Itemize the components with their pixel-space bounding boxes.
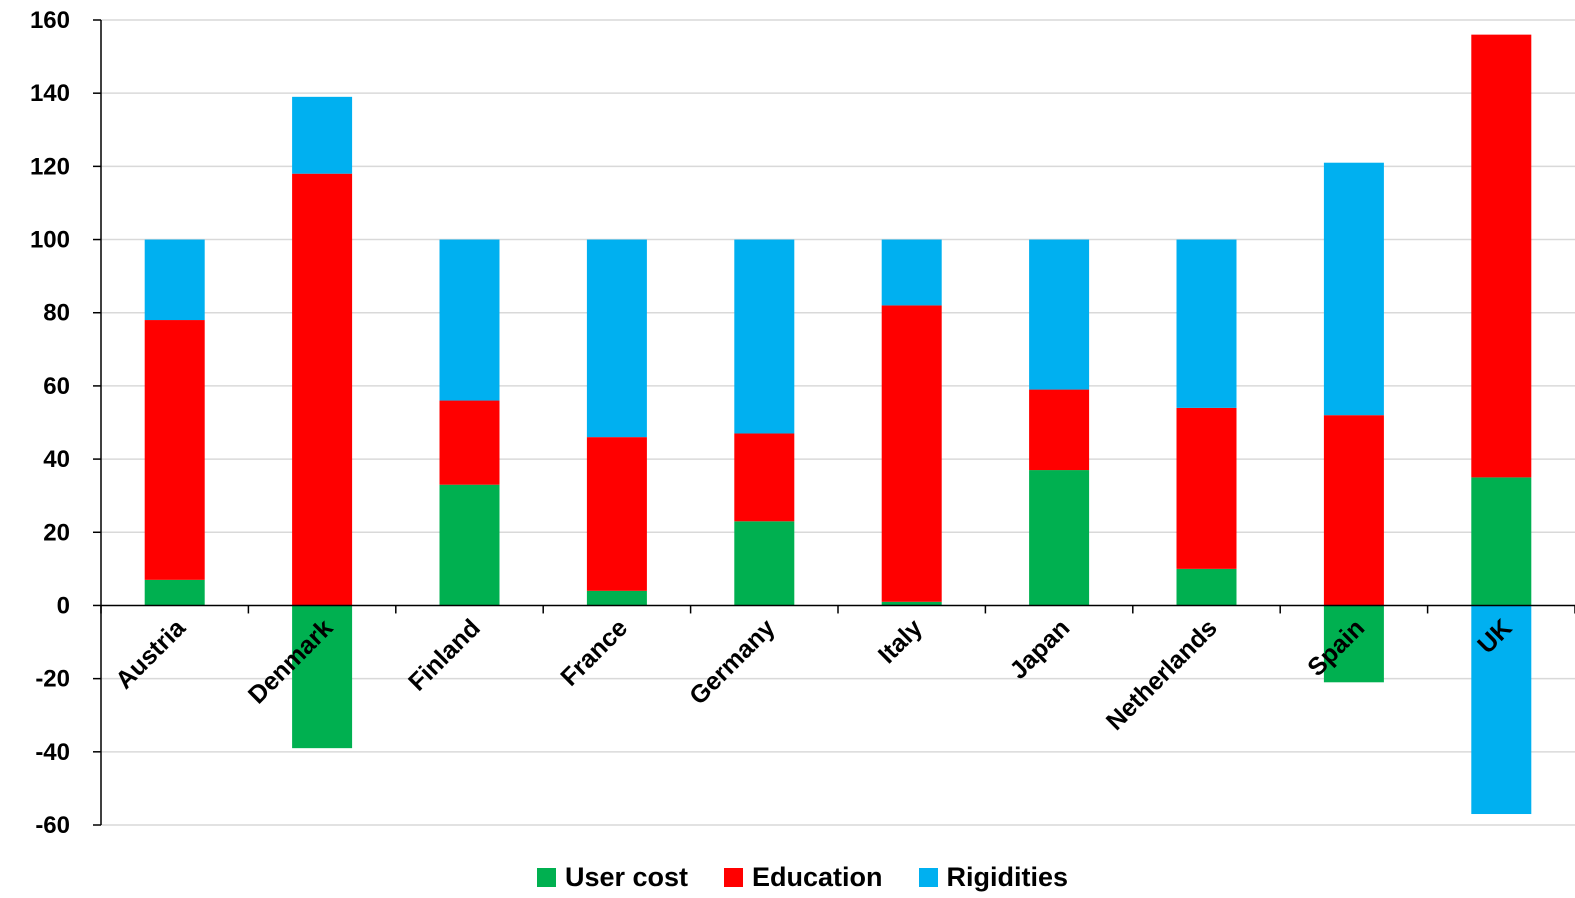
bar-education-austria (144, 320, 205, 580)
y-tick-labels: 160 140 120 100 80 60 40 20 0 -20 -40 -60 (30, 7, 70, 839)
legend-label-education: Education (752, 861, 883, 892)
bars (144, 34, 1532, 815)
bar-education-finland (439, 400, 500, 485)
category-label: Netherlands (1101, 614, 1223, 736)
bar-user-cost-japan (1029, 470, 1090, 606)
y-tick-label: -60 (35, 812, 70, 839)
y-tick-label: 120 (30, 153, 70, 180)
legend-item-user-cost: User cost (536, 861, 689, 893)
bar-rigidities-france (586, 239, 647, 438)
y-tick-label: 100 (30, 227, 70, 254)
bar-rigidities-denmark (292, 96, 353, 174)
category-label: Austria (110, 613, 191, 694)
axes (93, 19, 1575, 826)
bar-user-cost-denmark (292, 605, 353, 749)
bar-education-germany (734, 433, 795, 522)
bar-education-denmark (292, 173, 353, 606)
legend-swatch-education (724, 867, 744, 887)
y-tick-label: 140 (30, 80, 70, 107)
legend-item-rigidities: Rigidities (918, 861, 1069, 893)
legend-label-user-cost: User cost (564, 861, 689, 892)
bar-education-netherlands (1176, 407, 1237, 569)
y-tick-label: 40 (43, 446, 70, 473)
legend-swatch-user-cost (536, 867, 556, 887)
y-tick-label: 0 (57, 592, 70, 619)
bar-education-uk (1471, 34, 1532, 478)
bar-user-cost-germany (734, 521, 795, 606)
bar-user-cost-spain (1323, 605, 1384, 683)
bar-education-japan (1029, 389, 1090, 471)
y-tick-label: 160 (30, 7, 70, 34)
bar-rigidities-japan (1029, 239, 1090, 390)
y-tick-label: -20 (35, 666, 70, 693)
legend-item-education: Education (724, 862, 883, 893)
y-tick-label: -40 (35, 739, 70, 766)
y-tick-label: 60 (43, 373, 70, 400)
bar-user-cost-uk (1471, 477, 1532, 606)
bar-rigidities-spain (1323, 162, 1384, 416)
bar-rigidities-austria (144, 239, 205, 321)
category-label: Italy (873, 614, 928, 669)
legend-swatch-rigidities (918, 867, 938, 887)
bar-user-cost-finland (439, 484, 500, 606)
bar-education-france (586, 437, 647, 591)
legend: User cost Education Rigidities (0, 860, 1575, 894)
bar-user-cost-austria (144, 579, 205, 606)
bar-user-cost-netherlands (1176, 568, 1237, 606)
legend-label-rigidities: Rigidities (946, 861, 1069, 892)
bar-rigidities-uk (1471, 605, 1532, 815)
bar-rigidities-finland (439, 239, 500, 401)
category-label: Japan (1004, 614, 1075, 685)
category-label: Finland (403, 614, 486, 697)
category-label: Germany (684, 614, 781, 711)
bar-education-italy (881, 305, 942, 602)
y-tick-label: 20 (43, 519, 70, 546)
bar-user-cost-italy (881, 601, 942, 606)
bar-rigidities-netherlands (1176, 239, 1237, 408)
bar-rigidities-italy (881, 239, 942, 306)
category-label: France (555, 614, 633, 692)
bar-user-cost-france (586, 590, 647, 606)
bar-rigidities-germany (734, 239, 795, 434)
y-tick-label: 80 (43, 300, 70, 327)
bar-education-spain (1323, 415, 1384, 606)
